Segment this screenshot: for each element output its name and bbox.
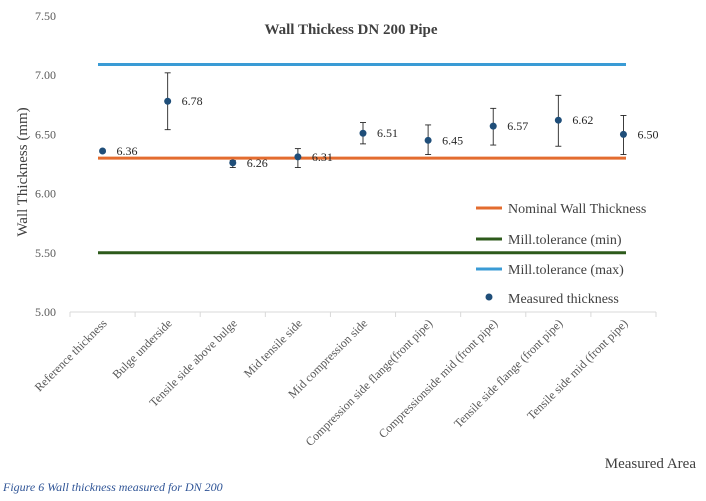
legend-label-2: Mill.tolerance (max) <box>508 263 624 278</box>
data-point <box>619 130 627 138</box>
data-point <box>294 153 302 161</box>
data-label: 6.26 <box>247 156 268 170</box>
legend-label-measured: Measured thickness <box>508 292 619 307</box>
data-label: 6.57 <box>507 119 528 133</box>
y-tick-label: 6.00 <box>35 187 56 201</box>
legend-label-1: Mill.tolerance (min) <box>508 233 622 248</box>
data-point <box>554 116 562 124</box>
y-tick-label: 5.50 <box>35 246 56 260</box>
figure-caption: Figure 6 Wall thickness measured for DN … <box>3 480 223 494</box>
data-label: 6.51 <box>377 126 398 140</box>
data-point <box>424 136 432 144</box>
x-tick-label: Mid tensile side <box>241 316 305 380</box>
plot-area: 5.00 5.50 6.00 6.50 7.00 7.50 Reference thickn… <box>32 9 659 449</box>
x-tick-label: Reference thickness <box>32 316 110 394</box>
x-tick-label: Tensile side flange (front pipe) <box>451 316 565 430</box>
chart-title: Wall Thickess DN 200 Pipe <box>264 22 437 38</box>
y-axis-label: Wall Thickness (mm) <box>15 107 31 236</box>
data-label: 6.50 <box>637 127 658 141</box>
y-tick-label: 7.50 <box>35 9 56 23</box>
legend-label-0: Nominal Wall Thickness <box>508 202 646 217</box>
data-point <box>359 129 367 137</box>
y-tick-label: 6.50 <box>35 127 56 141</box>
y-tick-label: 5.00 <box>35 305 56 319</box>
data-point <box>164 97 172 105</box>
data-point <box>229 159 237 167</box>
x-tick-label: Bulge underside <box>110 316 175 381</box>
x-tick-label: Compressionside mid (front pipe) <box>376 316 501 441</box>
chart: Wall Thickess DN 200 Pipe Wall Thickness… <box>15 9 697 472</box>
data-label: 6.62 <box>572 113 593 127</box>
x-tick-label: Compression side flange(front pipe) <box>303 316 436 449</box>
x-axis-label: Measured Area <box>605 456 697 472</box>
legend: Nominal Wall Thickness Mill.tolerance (mi… <box>476 202 646 307</box>
data-point <box>99 147 107 155</box>
data-label: 6.31 <box>312 150 333 164</box>
legend-swatch-measured <box>485 293 493 301</box>
data-label: 6.45 <box>442 133 463 147</box>
data-label: 6.78 <box>182 94 203 108</box>
y-tick-label: 7.00 <box>35 68 56 82</box>
data-point <box>489 122 497 130</box>
data-label: 6.36 <box>117 144 138 158</box>
